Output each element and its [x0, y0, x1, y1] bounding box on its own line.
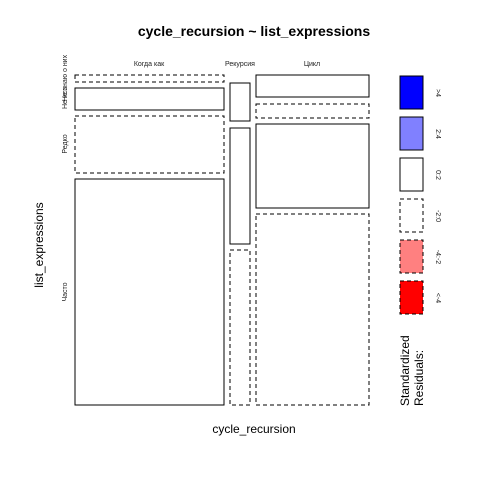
legend-label-neg2-0: -2:0	[434, 210, 441, 222]
col-label-tsikl: Цикл	[304, 61, 320, 68]
legend-swatch-neg4-neg2	[399, 239, 424, 274]
legend-swatch-lt-neg4	[399, 280, 424, 315]
y-axis-label: list_expressions	[32, 202, 46, 287]
legend-title-line2: Residuals:	[412, 350, 426, 406]
row-label-ne-znayu: Не знаю о них	[62, 54, 69, 101]
legend-label-2-4: 2:4	[434, 129, 441, 139]
legend-label-neg4-neg2: -4:-2	[434, 250, 441, 265]
tile-tsikl-redko	[255, 123, 370, 209]
legend-swatch-0-2	[399, 157, 424, 192]
legend-label-0-2: 0:2	[434, 170, 441, 180]
tile-tsikl-ne-isp	[255, 74, 370, 98]
tile-tsikl-small	[255, 103, 370, 119]
tile-rekursiya-redko	[229, 127, 251, 245]
tile-kogda-kak-ne-znayu	[74, 74, 225, 83]
tile-rekursiya-chasto	[229, 249, 251, 406]
tile-kogda-kak-ne-isp	[74, 87, 225, 111]
legend-swatch-gt4	[399, 75, 424, 110]
legend-title-line1: Standardized	[398, 335, 412, 406]
legend-swatch-neg2-0	[399, 198, 424, 233]
tile-tsikl-chasto	[255, 213, 370, 406]
legend-swatch-2-4	[399, 116, 424, 151]
chart-title: cycle_recursion ~ list_expressions	[138, 23, 371, 39]
x-axis-label: cycle_recursion	[212, 422, 295, 436]
row-label-chasto: Часто	[62, 282, 69, 301]
row-label-redko: Редко	[62, 134, 69, 153]
legend-label-gt4: >4	[434, 89, 441, 97]
tile-kogda-kak-chasto	[74, 178, 225, 406]
tile-rekursiya-ne-isp	[229, 82, 251, 122]
row-label-ne-isp: Не исп.	[62, 85, 69, 109]
legend-label-lt-neg4: <-4	[434, 293, 441, 303]
tile-kogda-kak-redko	[74, 115, 225, 174]
col-label-rekursiya: Рекурсия	[225, 61, 255, 68]
col-label-kogda-kak: Когда как	[134, 61, 165, 68]
